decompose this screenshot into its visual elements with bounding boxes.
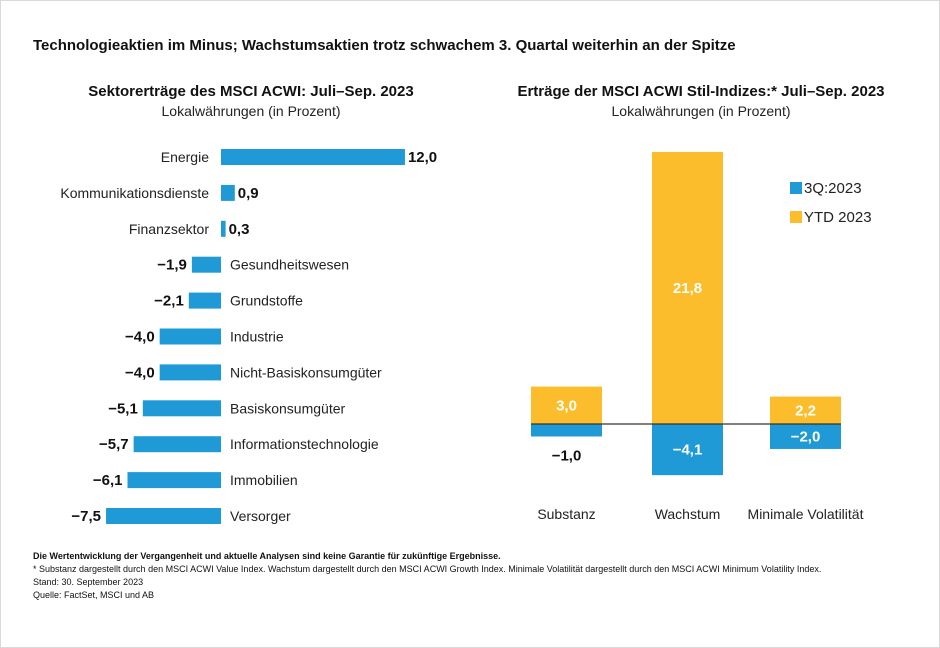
bar-3q-0: [531, 424, 602, 437]
value-label: 0,9: [238, 185, 259, 202]
value-label-ytd: 21,8: [673, 280, 702, 297]
category-label: Energie: [161, 149, 209, 165]
bar-immobilien: [127, 472, 221, 489]
value-label: −4,0: [125, 329, 155, 346]
value-label: −1,9: [157, 257, 187, 274]
value-label: −2,1: [154, 293, 184, 310]
category-label: Informationstechnologie: [230, 436, 379, 452]
bar-grundstoffe: [188, 292, 221, 309]
legend-label: 3Q:2023: [804, 180, 862, 197]
category-label: Industrie: [230, 329, 284, 345]
bar-ytd-0: [531, 386, 602, 424]
bar-industrie: [159, 328, 221, 345]
value-label-ytd: 3,0: [556, 397, 577, 414]
value-label: −7,5: [71, 508, 101, 525]
category-label: Wachstum: [655, 506, 721, 522]
category-label: Grundstoffe: [230, 293, 303, 309]
right-chart-title: Erträge der MSCI ACWI Stil-Indizes:* Jul…: [517, 83, 885, 100]
value-label: −5,1: [108, 400, 138, 417]
value-label-3q: −2,0: [791, 428, 821, 445]
category-label: Versorger: [230, 508, 291, 524]
bar-finanzsektor: [221, 220, 226, 237]
legend-label: YTD 2023: [804, 209, 872, 226]
bar-ytd-2: [770, 396, 841, 424]
bar-informationstechnologie: [133, 436, 221, 453]
value-label: 0,3: [229, 221, 250, 238]
left-chart-subtitle: Lokalwährungen (in Prozent): [161, 103, 341, 119]
right-chart-subtitle: Lokalwährungen (in Prozent): [611, 103, 791, 119]
date-note: Stand: 30. September 2023: [33, 577, 144, 587]
value-label-3q: −1,0: [552, 447, 582, 464]
legend-swatch: [790, 182, 802, 194]
value-label: −6,1: [93, 472, 123, 489]
value-label-ytd: 2,2: [795, 402, 816, 419]
legend-swatch: [790, 211, 802, 223]
category-label: Immobilien: [230, 472, 298, 488]
category-label: Substanz: [537, 506, 595, 522]
bar-3q-1: [652, 424, 723, 476]
bar-nicht-basiskonsumgüter: [159, 364, 221, 381]
category-label: Basiskonsumgüter: [230, 400, 346, 416]
source-note: Quelle: FactSet, MSCI und AB: [33, 590, 155, 600]
charts-svg: 12,0 Energie 0,9 Kommunikationsdienste 0,3 Fi…: [60, 149, 872, 525]
bar-3q-2: [770, 424, 841, 449]
bar-basiskonsumgüter: [142, 400, 221, 417]
left-chart-title: Sektorerträge des MSCI ACWI: Juli–Sep. 2…: [88, 83, 414, 100]
bar-gesundheitswesen: [191, 256, 221, 273]
footnote: * Substanz dargestellt durch den MSCI AC…: [33, 564, 822, 574]
category-label: Minimale Volatilität: [748, 506, 864, 522]
bar-kommunikationsdienste: [221, 184, 235, 201]
value-label: 12,0: [408, 149, 437, 166]
category-label: Finanzsektor: [129, 221, 209, 237]
value-label-3q: −4,1: [673, 442, 703, 459]
footnotes: Die Wertentwicklung der Vergangenheit un…: [33, 550, 821, 602]
category-label: Gesundheitswesen: [230, 257, 349, 273]
category-label: Kommunikationsdienste: [60, 185, 209, 201]
page-title: Technologieaktien im Minus; Wachstumsakt…: [33, 37, 736, 54]
disclaimer: Die Wertentwicklung der Vergangenheit un…: [33, 551, 501, 561]
category-label: Nicht-Basiskonsumgüter: [230, 364, 382, 380]
bar-energie: [221, 149, 405, 165]
bar-ytd-1: [652, 151, 723, 424]
value-label: −5,7: [99, 436, 129, 453]
value-label: −4,0: [125, 364, 155, 381]
bar-versorger: [106, 508, 221, 524]
